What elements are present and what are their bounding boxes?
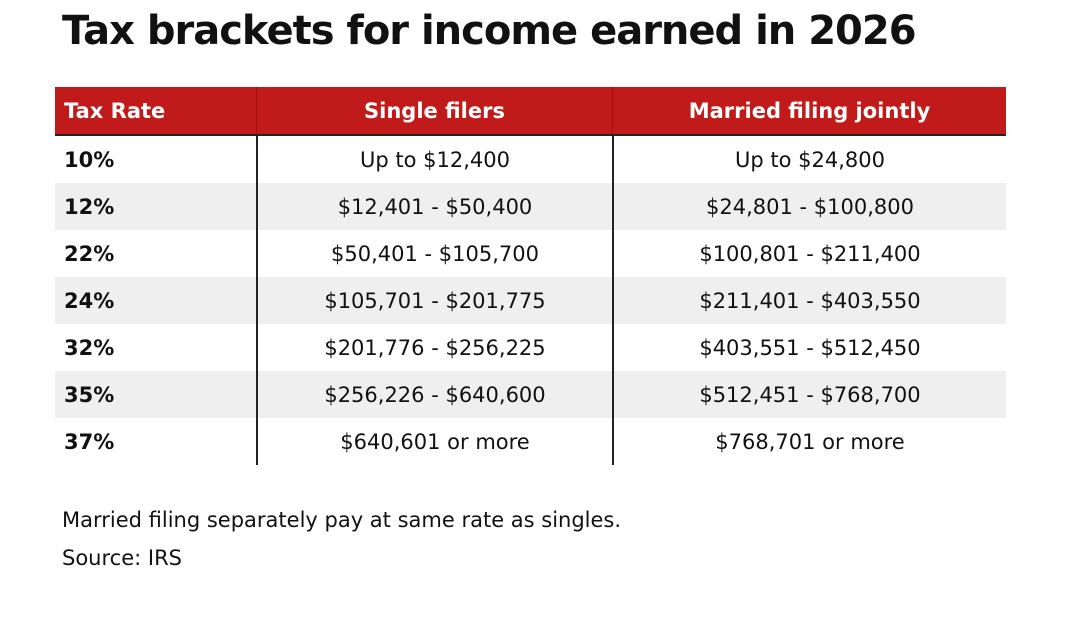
header-cell: Married filing jointly xyxy=(612,87,1006,134)
table-cell: 10% xyxy=(64,147,115,172)
note: Source: IRS xyxy=(62,546,182,570)
table-cell: Up to $24,800 xyxy=(612,136,1006,183)
note: Married filing separately pay at same ra… xyxy=(62,508,622,532)
table-row: 12% $12,401 - $50,400 $24,801 - $100,800 xyxy=(55,183,1006,230)
table-cell: 24% xyxy=(64,288,115,313)
table-cell: $256,226 - $640,600 xyxy=(256,371,612,418)
table-cell: $24,801 - $100,800 xyxy=(612,183,1006,230)
table-cell: $512,451 - $768,700 xyxy=(612,371,1006,418)
table-cell: 35% xyxy=(64,382,115,407)
table-cell: 32% xyxy=(64,335,115,360)
table-cell: $768,701 or more xyxy=(612,418,1006,465)
table-cell: $50,401 - $105,700 xyxy=(256,230,612,277)
table-cell: $100,801 - $211,400 xyxy=(612,230,1006,277)
table-cell: 22% xyxy=(64,241,115,266)
table-row: 22% $50,401 - $105,700 $100,801 - $211,400 xyxy=(55,230,1006,277)
table-cell: $201,776 - $256,225 xyxy=(256,324,612,371)
table-row: 32% $201,776 - $256,225 $403,551 - $512,45… xyxy=(55,324,1006,371)
table-cell: $640,601 or more xyxy=(256,418,612,465)
header-cell: Tax Rate xyxy=(64,98,166,123)
table-row: 37% $640,601 or more $768,701 or more xyxy=(55,418,1006,465)
table-cell: 37% xyxy=(64,429,115,454)
header-cell: Single filers xyxy=(256,87,612,134)
header-row: Tax Rate Single filers Married filing join… xyxy=(55,87,1006,136)
table: Tax Rate Single filers Married filing join… xyxy=(55,87,1006,465)
title: Tax brackets for income earned in 2026 xyxy=(62,8,917,54)
table-row: 10% Up to $12,400 Up to $24,800 xyxy=(55,136,1006,183)
table-cell: $105,701 - $201,775 xyxy=(256,277,612,324)
table-cell: 12% xyxy=(64,194,115,219)
table-cell: $211,401 - $403,550 xyxy=(612,277,1006,324)
table-cell: $12,401 - $50,400 xyxy=(256,183,612,230)
table-row: 24% $105,701 - $201,775 $211,401 - $403,55… xyxy=(55,277,1006,324)
table-row: 35% $256,226 - $640,600 $512,451 - $768,70… xyxy=(55,371,1006,418)
table-cell: Up to $12,400 xyxy=(256,136,612,183)
table-cell: $403,551 - $512,450 xyxy=(612,324,1006,371)
